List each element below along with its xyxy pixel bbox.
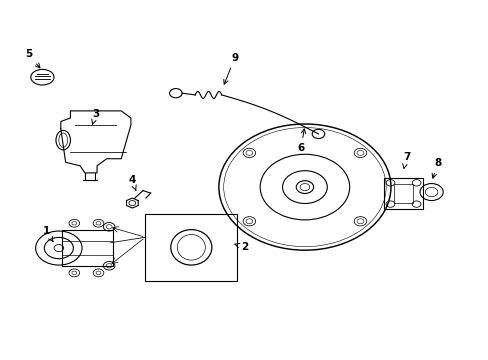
Text: 2: 2 — [234, 242, 247, 252]
Text: 6: 6 — [297, 129, 305, 153]
Text: 8: 8 — [431, 158, 441, 178]
Bar — [383, 178, 423, 209]
Bar — [393, 184, 412, 203]
Text: 5: 5 — [25, 49, 40, 68]
Text: 4: 4 — [128, 175, 136, 190]
Text: 3: 3 — [92, 109, 99, 125]
Text: 7: 7 — [402, 152, 409, 168]
Bar — [145, 214, 237, 281]
Bar — [62, 230, 113, 266]
Text: 9: 9 — [224, 53, 238, 84]
Text: 1: 1 — [42, 226, 53, 242]
